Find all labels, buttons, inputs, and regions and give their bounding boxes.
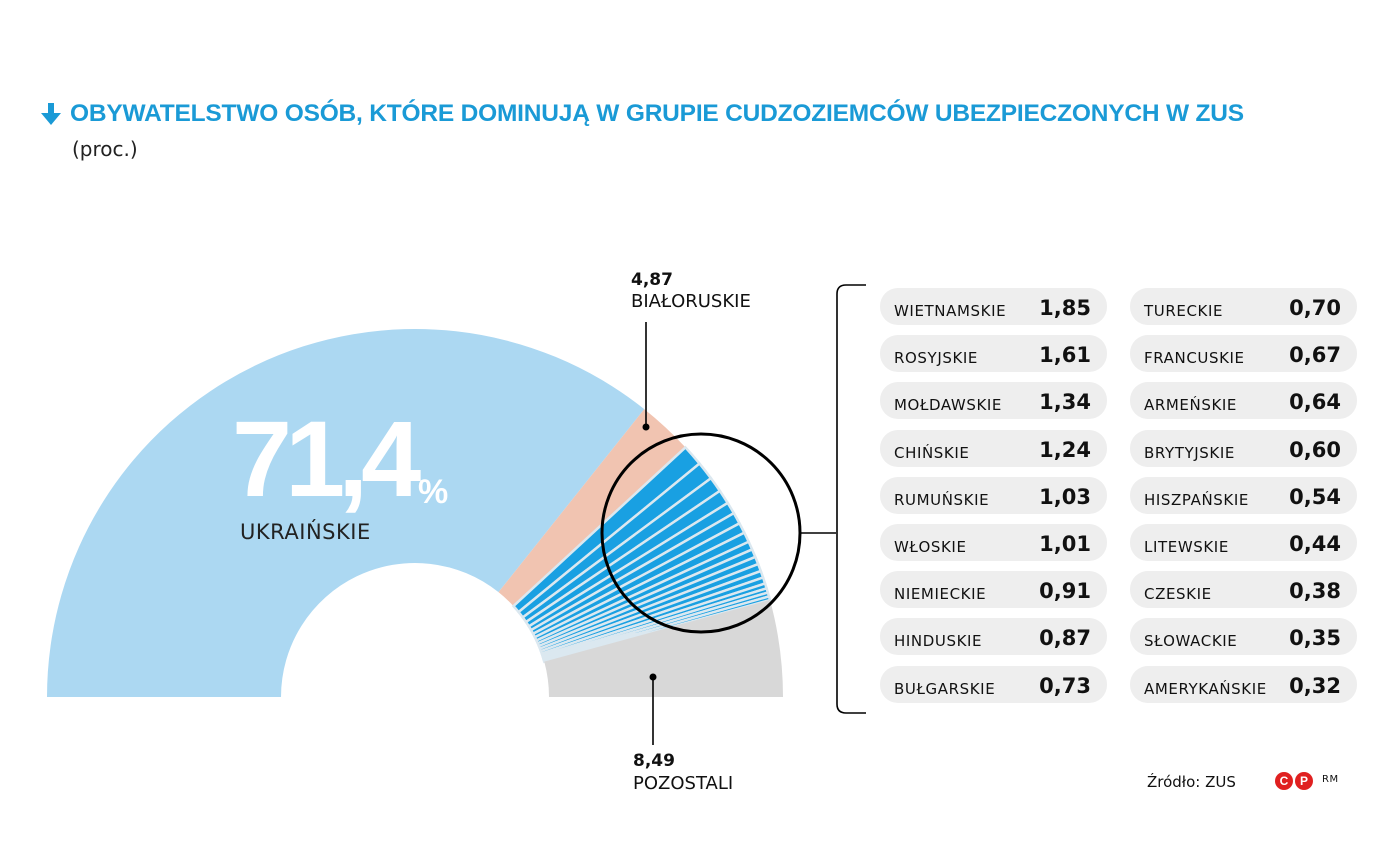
citizenship-value: 0,32 xyxy=(1289,673,1341,698)
citizenship-name: CZESKIE xyxy=(1144,585,1212,604)
title-row: OBYWATELSTWO OSÓB, KTÓRE DOMINUJĄ W GRUP… xyxy=(38,100,1244,128)
table-row: NIEMIECKIE 0,91 xyxy=(880,571,1107,609)
citizenship-value: 0,54 xyxy=(1289,484,1341,509)
arrow-down-icon xyxy=(41,103,61,125)
citizenship-name: ROSYJSKIE xyxy=(894,349,978,368)
slice-amerykańskie xyxy=(542,594,772,664)
table-row: ROSYJSKIE 1,61 xyxy=(880,335,1107,373)
citizenship-value: 0,91 xyxy=(1039,579,1091,604)
table-row: LITEWSKIE 0,44 xyxy=(1130,524,1357,561)
citizenship-name: NIEMIECKIE xyxy=(894,585,987,604)
table-row: MOŁDAWSKIE 1,34 xyxy=(880,382,1107,420)
chart-subtitle: (proc.) xyxy=(72,137,138,161)
citizenship-value: 0,67 xyxy=(1289,343,1341,368)
table-row: BUŁGARSKIE 0,73 xyxy=(880,665,1107,703)
table-row: AMERYKAŃSKIE 0,32 xyxy=(1130,665,1357,703)
citizenship-value: 0,64 xyxy=(1289,390,1341,415)
citizenship-name: BUŁGARSKIE xyxy=(894,679,996,698)
citizenship-value: 0,44 xyxy=(1289,532,1341,556)
table-row: BRYTYJSKIE 0,60 xyxy=(1130,429,1357,467)
ukraine-value: 71,4 xyxy=(232,398,421,519)
table-bracket xyxy=(836,284,866,714)
citizenship-name: HISZPAŃSKIE xyxy=(1144,490,1249,509)
belarus-label: BIAŁORUSKIE xyxy=(631,291,751,312)
citizenship-name: WŁOSKIE xyxy=(894,538,967,556)
citizenship-value: 1,34 xyxy=(1039,390,1091,415)
citizenship-value: 1,61 xyxy=(1039,343,1091,368)
belarus-value: 4,87 xyxy=(631,270,673,290)
guides xyxy=(600,284,866,745)
slice-ukraińskie xyxy=(47,329,645,697)
citizenship-name: WIETNAMSKIE xyxy=(894,302,1007,320)
citizenship-name: MOŁDAWSKIE xyxy=(894,396,1002,415)
table-row: FRANCUSKIE 0,67 xyxy=(1130,335,1357,373)
citizenship-value: 0,70 xyxy=(1289,296,1341,320)
citizenship-value: 0,73 xyxy=(1039,673,1091,698)
table-row: ARMEŃSKIE 0,64 xyxy=(1130,382,1357,420)
citizenship-value: 0,87 xyxy=(1039,626,1091,651)
slice-białoruskie xyxy=(498,409,686,607)
publisher-logo: C P xyxy=(1275,772,1315,790)
table-row: SŁOWACKIE 0,35 xyxy=(1130,618,1357,656)
table-row: CHIŃSKIE 1,24 xyxy=(880,429,1107,467)
remaining-leader-dot xyxy=(649,673,657,681)
citizenship-name: ARMEŃSKIE xyxy=(1144,396,1237,415)
citizenship-value: 1,85 xyxy=(1039,296,1091,320)
ukraine-percent-sign: % xyxy=(418,473,449,511)
citizenship-value: 0,38 xyxy=(1289,579,1341,604)
citizenship-value: 0,35 xyxy=(1289,626,1341,651)
table-row: WIETNAMSKIE 1,85 xyxy=(880,288,1107,325)
remaining-value: 8,49 xyxy=(633,751,675,771)
logo-letter: P xyxy=(1295,772,1313,790)
table-row: CZESKIE 0,38 xyxy=(1130,571,1357,609)
citizenship-name: LITEWSKIE xyxy=(1144,538,1229,556)
table-row: WŁOSKIE 1,01 xyxy=(880,524,1107,561)
citizenship-name: HINDUSKIE xyxy=(894,632,983,651)
source-note: Źródło: ZUS xyxy=(1147,773,1236,791)
slice-pozostali xyxy=(544,599,783,697)
logo-letter: C xyxy=(1275,772,1293,790)
logo-suffix: RM xyxy=(1322,774,1339,785)
donut-slices xyxy=(47,329,783,697)
citizenship-value: 0,60 xyxy=(1289,437,1341,462)
ukraine-label: UKRAIŃSKIE xyxy=(240,520,371,544)
chart-title: OBYWATELSTWO OSÓB, KTÓRE DOMINUJĄ W GRUP… xyxy=(70,100,1244,127)
citizenship-name: SŁOWACKIE xyxy=(1144,632,1238,651)
remaining-label: POZOSTALI xyxy=(633,773,734,794)
citizenship-name: BRYTYJSKIE xyxy=(1144,443,1235,462)
citizenship-name: FRANCUSKIE xyxy=(1144,349,1245,368)
citizenship-name: CHIŃSKIE xyxy=(894,443,970,462)
citizenship-name: AMERYKAŃSKIE xyxy=(1144,679,1267,698)
table-row: TURECKIE 0,70 xyxy=(1130,288,1357,325)
citizenship-name: RUMUŃSKIE xyxy=(894,490,990,509)
table-row: RUMUŃSKIE 1,03 xyxy=(880,476,1107,514)
table-row: HINDUSKIE 0,87 xyxy=(880,618,1107,656)
citizenship-name: TURECKIE xyxy=(1144,302,1224,320)
table-row: HISZPAŃSKIE 0,54 xyxy=(1130,476,1357,514)
belarus-leader-dot xyxy=(642,423,650,431)
citizenship-value: 1,24 xyxy=(1039,437,1091,462)
citizenship-value: 1,03 xyxy=(1039,484,1091,509)
citizenship-value: 1,01 xyxy=(1039,532,1091,556)
